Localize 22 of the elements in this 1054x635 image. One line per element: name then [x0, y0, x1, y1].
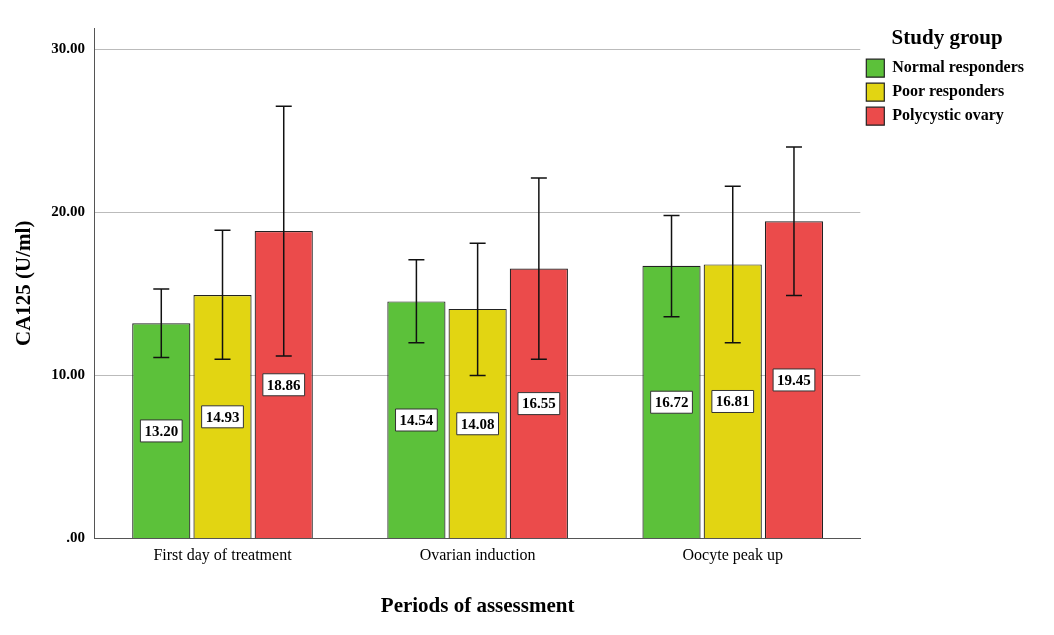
x-tick-label: Oocyte peak up	[682, 546, 783, 565]
legend-label: Poor responders	[892, 82, 1005, 101]
legend-label: Polycystic ovary	[892, 106, 1004, 125]
data-label: 19.45	[777, 371, 811, 388]
data-label: 14.93	[205, 408, 240, 425]
legend-title: Study group	[891, 24, 1003, 49]
y-tick-label: 10.00	[51, 366, 85, 383]
data-label: 13.20	[144, 422, 179, 439]
data-label: 18.86	[266, 376, 302, 393]
y-tick-label: .00	[66, 529, 85, 546]
data-label: 16.72	[654, 394, 689, 411]
data-label: 14.54	[399, 411, 434, 428]
y-axis-title: CA125 (U/ml)	[11, 220, 36, 346]
data-label: 16.55	[521, 395, 556, 412]
legend-label: Normal responders	[892, 58, 1025, 77]
y-tick-label: 30.00	[51, 40, 85, 57]
x-tick-label: Ovarian induction	[419, 546, 536, 564]
x-tick-label: First day of treatment	[153, 546, 293, 565]
data-label: 14.08	[460, 415, 495, 432]
data-label: 16.81	[715, 393, 750, 410]
x-axis-title: Periods of assessment	[380, 592, 575, 617]
y-tick-label: 20.00	[51, 203, 85, 220]
